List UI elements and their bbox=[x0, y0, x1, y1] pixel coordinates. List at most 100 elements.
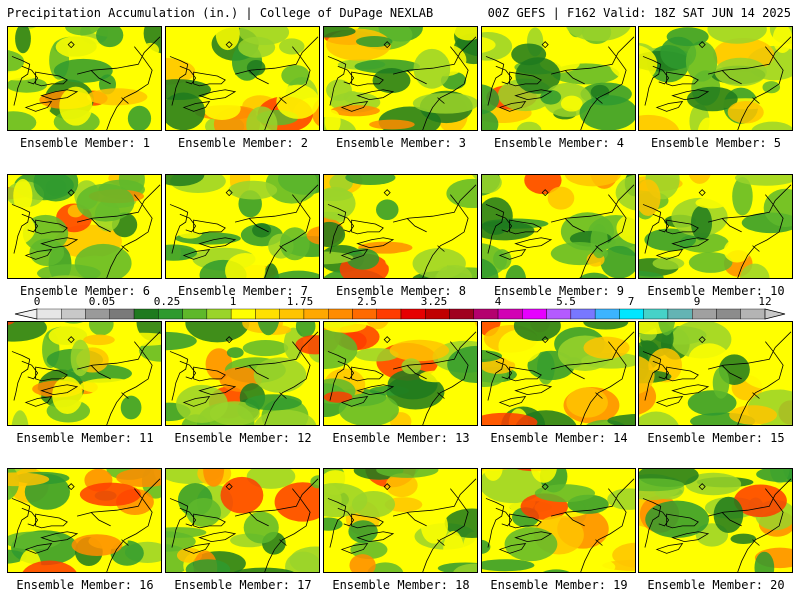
colorbar-segment bbox=[255, 308, 280, 320]
precip-blob bbox=[226, 347, 244, 359]
colorbar-tick-label: 0 bbox=[33, 295, 41, 308]
precip-blob bbox=[324, 329, 358, 370]
ensemble-map-panel bbox=[165, 174, 320, 279]
border-outline bbox=[77, 478, 161, 572]
colorbar-segment bbox=[133, 308, 159, 320]
precip-blob bbox=[515, 57, 561, 94]
precip-blob bbox=[306, 226, 319, 245]
station-marker-icon bbox=[225, 483, 233, 491]
station-marker-icon bbox=[541, 189, 549, 197]
precip-blob bbox=[472, 175, 477, 180]
precip-blob bbox=[734, 175, 792, 186]
precip-blob bbox=[343, 91, 361, 103]
border-outline bbox=[393, 478, 477, 572]
colorbar-segment bbox=[352, 308, 377, 320]
precip-blob bbox=[401, 358, 422, 375]
precip-blob bbox=[420, 508, 448, 544]
station-marker-icon bbox=[698, 336, 706, 344]
station-marker-icon bbox=[67, 483, 75, 491]
station-marker-icon bbox=[383, 483, 391, 491]
precip-blob bbox=[166, 175, 205, 187]
ensemble-map-panel bbox=[638, 174, 793, 279]
precip-blob bbox=[367, 562, 404, 572]
precip-blob bbox=[461, 475, 477, 512]
ensemble-member-caption: Ensemble Member: 2 bbox=[177, 136, 309, 150]
precip-blob bbox=[142, 42, 160, 58]
precip-blob bbox=[274, 482, 319, 522]
precip-blob bbox=[324, 186, 356, 221]
precip-blob bbox=[547, 186, 575, 210]
precip-blob bbox=[324, 251, 354, 265]
precip-blob bbox=[482, 559, 535, 572]
precip-blob bbox=[203, 96, 241, 120]
precip-blob bbox=[436, 264, 473, 278]
precip-blob bbox=[639, 411, 679, 425]
precip-blob bbox=[228, 180, 278, 200]
precip-blob bbox=[346, 248, 380, 270]
colorbar-tick-label: 12 bbox=[758, 295, 772, 308]
border-outline bbox=[77, 36, 161, 130]
precip-blob bbox=[463, 531, 477, 563]
precip-field-map bbox=[324, 27, 477, 130]
colorbar-segment bbox=[279, 308, 305, 320]
ensemble-map-panel bbox=[481, 174, 636, 279]
precip-blob bbox=[203, 469, 225, 487]
precip-blob bbox=[22, 560, 77, 572]
precip-blob bbox=[324, 322, 367, 333]
colorbar-segment bbox=[425, 308, 450, 320]
precip-blob bbox=[482, 570, 490, 572]
precip-blob bbox=[615, 175, 635, 211]
precip-blob bbox=[376, 469, 439, 478]
precip-blob bbox=[246, 59, 266, 76]
precip-field-map bbox=[166, 175, 319, 278]
colorbar-segment bbox=[497, 308, 523, 320]
precip-blob bbox=[482, 258, 499, 278]
precip-blob bbox=[639, 478, 685, 492]
precip-blob bbox=[64, 469, 86, 475]
precip-blob bbox=[482, 109, 499, 130]
precip-blob bbox=[666, 27, 709, 47]
precip-blob bbox=[443, 530, 464, 570]
precip-blob bbox=[754, 551, 775, 572]
colorbar-tick-label: 5.5 bbox=[556, 295, 576, 308]
precip-blob bbox=[685, 41, 718, 82]
precip-blob bbox=[8, 70, 37, 81]
precip-field-map bbox=[324, 322, 477, 425]
border-outline bbox=[708, 184, 792, 278]
ensemble-map-panel bbox=[7, 468, 162, 573]
ensemble-map-panel bbox=[323, 26, 478, 131]
colorbar-segment bbox=[473, 308, 499, 320]
station-marker-icon bbox=[541, 41, 549, 49]
station-marker-icon bbox=[67, 336, 75, 344]
precip-blob bbox=[350, 540, 388, 560]
great-lakes-outline bbox=[485, 498, 553, 554]
precip-blob bbox=[524, 175, 562, 195]
precip-blob bbox=[739, 263, 770, 278]
precip-blob bbox=[482, 84, 500, 115]
station-marker-icon bbox=[383, 41, 391, 49]
precip-blob bbox=[8, 504, 56, 527]
precip-colorbar: 0 0.05 0.25 1 1.75 2.5 3.25 4 5.5 7 9 12 bbox=[0, 296, 800, 322]
precip-blob bbox=[79, 378, 138, 394]
border-outline bbox=[235, 478, 319, 572]
border-outline bbox=[551, 184, 635, 278]
ensemble-member-caption: Ensemble Member: 3 bbox=[335, 136, 467, 150]
precip-blob bbox=[215, 27, 240, 51]
colorbar-segment bbox=[594, 308, 620, 320]
precip-blob bbox=[713, 496, 744, 534]
precip-blob bbox=[246, 469, 296, 489]
precip-blob bbox=[265, 175, 318, 204]
station-marker-icon bbox=[225, 189, 233, 197]
great-lakes-outline bbox=[169, 56, 237, 112]
colorbar-tick-label: 9 bbox=[693, 295, 701, 308]
precip-blob bbox=[762, 81, 781, 94]
precip-blob bbox=[15, 27, 31, 54]
precip-blob bbox=[273, 270, 319, 278]
precip-blob bbox=[712, 367, 730, 399]
colorbar-segment bbox=[158, 308, 183, 320]
precip-blob bbox=[242, 340, 289, 357]
station-marker-icon bbox=[698, 483, 706, 491]
colorbar-segment bbox=[61, 308, 86, 320]
precip-blob bbox=[413, 48, 451, 89]
border-outline bbox=[551, 36, 635, 130]
